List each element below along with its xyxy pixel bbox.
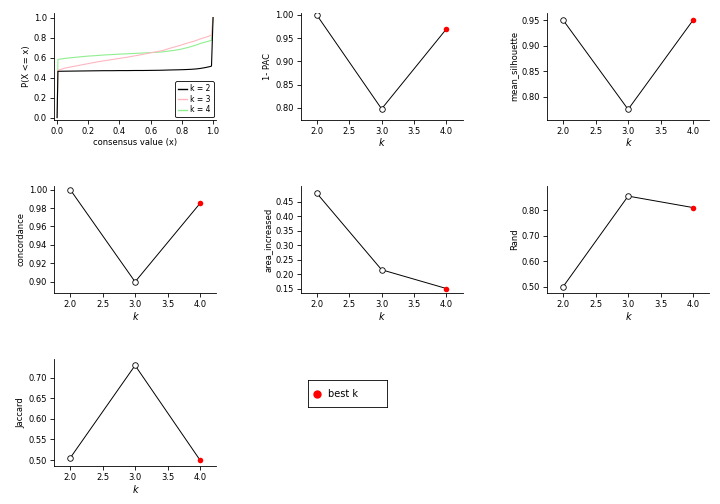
Y-axis label: P(X <= x): P(X <= x) — [22, 45, 31, 87]
Y-axis label: mean_silhouette: mean_silhouette — [510, 31, 519, 101]
X-axis label: k: k — [625, 311, 631, 322]
X-axis label: k: k — [132, 311, 138, 322]
X-axis label: k: k — [379, 311, 384, 322]
Y-axis label: 1- PAC: 1- PAC — [264, 52, 272, 80]
Y-axis label: Jaccard: Jaccard — [17, 397, 26, 428]
X-axis label: consensus value (x): consensus value (x) — [93, 138, 177, 147]
Y-axis label: concordance: concordance — [17, 212, 26, 267]
X-axis label: k: k — [625, 138, 631, 148]
Y-axis label: Rand: Rand — [510, 229, 519, 250]
Legend: k = 2, k = 3, k = 4: k = 2, k = 3, k = 4 — [175, 81, 214, 117]
X-axis label: k: k — [132, 485, 138, 495]
Y-axis label: area_increased: area_increased — [264, 207, 272, 272]
Text: best k: best k — [328, 389, 358, 399]
X-axis label: k: k — [379, 138, 384, 148]
